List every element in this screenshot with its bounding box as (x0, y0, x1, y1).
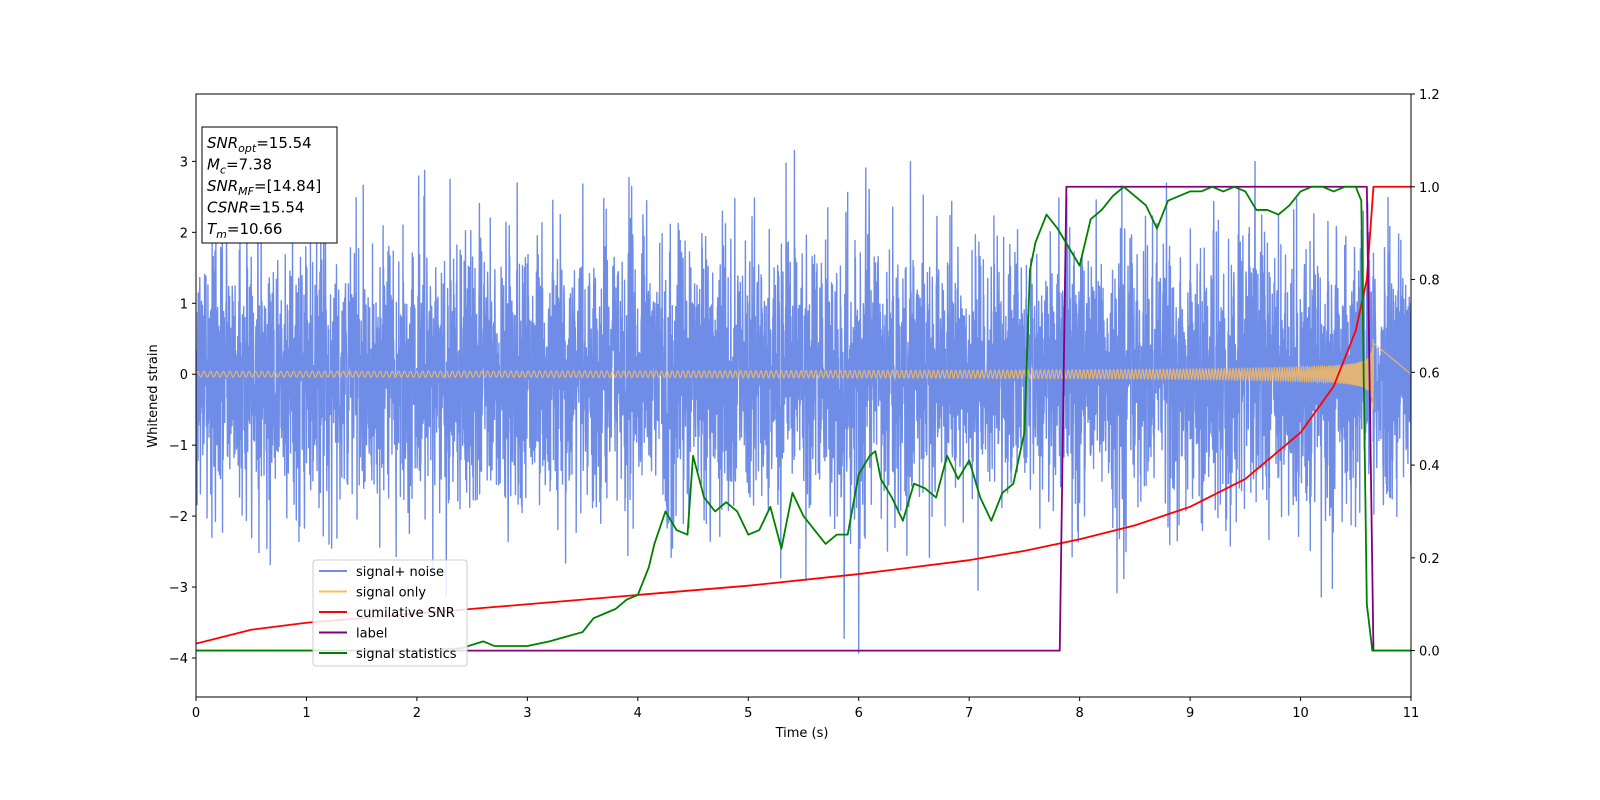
x-tick-label: 11 (1403, 706, 1420, 721)
y-tick-label: −4 (169, 652, 188, 667)
y2-tick-label: 0.6 (1419, 366, 1440, 381)
annotation-line: Mc=7.38 (207, 156, 272, 177)
y-tick-label: 2 (180, 226, 188, 241)
y2-tick-label: 0.2 (1419, 552, 1440, 567)
legend-label: label (356, 627, 387, 642)
series-signal-statistics (196, 185, 1411, 652)
annotation-line: CSNR=15.54 (207, 199, 304, 217)
legend: signal+ noise signal only cumilative SNR la… (312, 559, 468, 667)
x-tick-label: 1 (302, 706, 310, 721)
x-axis: 0 1 2 3 4 5 6 7 8 9 10 11 (192, 697, 1419, 721)
legend-label: signal only (356, 586, 426, 601)
annotation-box: SNRopt=15.54Mc=7.38SNRMF=[14.84]CSNR=15.… (201, 126, 338, 244)
y-axis-right: 0.0 0.2 0.4 0.6 0.8 1.0 1.2 (1411, 88, 1440, 660)
legend-label: cumilative SNR (356, 606, 455, 621)
x-tick-label: 10 (1292, 706, 1309, 721)
x-tick-label: 6 (855, 706, 863, 721)
annotation-line: Tm=10.66 (207, 220, 282, 241)
plot-frame (195, 93, 1412, 698)
x-tick-label: 2 (413, 706, 421, 721)
legend-label: signal statistics (356, 647, 457, 662)
y2-tick-label: 0.4 (1419, 459, 1440, 474)
x-tick-label: 5 (744, 706, 752, 721)
y-tick-label: −2 (169, 510, 188, 525)
y2-tick-label: 0.0 (1419, 645, 1440, 660)
y-tick-label: 1 (180, 297, 188, 312)
x-tick-label: 8 (1075, 706, 1083, 721)
legend-label: signal+ noise (356, 565, 444, 580)
y-tick-label: −3 (169, 581, 188, 596)
y2-tick-label: 1.0 (1419, 181, 1440, 196)
y-tick-label: 0 (180, 368, 188, 383)
annotation-line: SNRopt=15.54 (207, 134, 312, 155)
x-tick-label: 7 (965, 706, 973, 721)
series-signal-only (196, 339, 1411, 409)
y-axis-label: Whitened strain (146, 344, 161, 447)
y2-tick-label: 1.2 (1419, 88, 1440, 103)
annotation-line: SNRMF=[14.84] (207, 177, 321, 198)
y-axis-left: −4 −3 −2 −1 0 1 2 3 (169, 155, 196, 667)
series-signal-noise (196, 149, 1411, 654)
x-tick-label: 4 (634, 706, 642, 721)
x-tick-label: 3 (523, 706, 531, 721)
y-tick-label: 3 (180, 155, 188, 170)
y2-tick-label: 0.8 (1419, 274, 1440, 289)
y-tick-label: −1 (169, 439, 188, 454)
x-axis-label: Time (s) (775, 726, 829, 741)
x-tick-label: 9 (1186, 706, 1194, 721)
x-tick-label: 0 (192, 706, 200, 721)
